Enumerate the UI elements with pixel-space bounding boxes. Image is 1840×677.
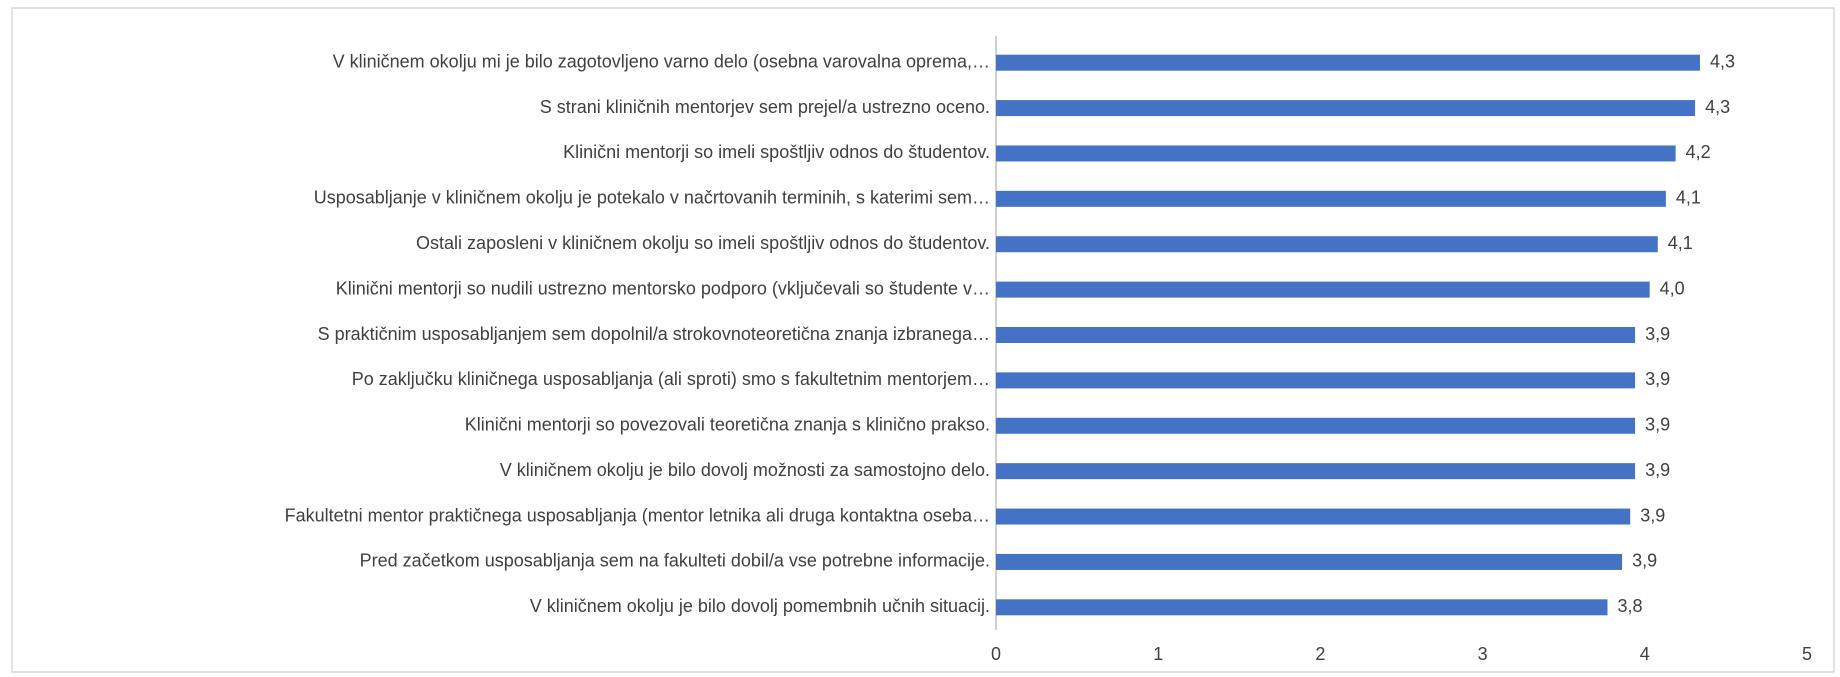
bar [996,145,1676,162]
y-tick-label: V kliničnem okolju je bilo dovolj možnos… [500,460,990,480]
data-label: 3,8 [1617,596,1642,616]
bar [996,100,1696,117]
data-label: 4,1 [1668,233,1693,253]
y-tick-label: Pred začetkom usposabljanja sem na fakul… [360,551,990,571]
chart-frame [11,7,1835,673]
y-tick-label: S strani kliničnih mentorjev sem prejel/… [540,97,990,117]
y-tick-label: S praktičnim usposabljanjem sem dopolnil… [318,324,990,344]
data-label: 4,3 [1705,97,1730,117]
bar [996,54,1700,71]
y-tick-label: Klinični mentorji so povezovali teoretič… [465,415,990,435]
bar [996,190,1666,207]
y-tick-label: V kliničnem okolju mi je bilo zagotovlje… [333,51,990,71]
data-label: 3,9 [1632,551,1657,571]
y-tick-label: Ostali zaposleni v kliničnem okolju so i… [416,233,990,253]
bar [996,508,1631,525]
y-tick-label: Po zaključku kliničnega usposabljanja (a… [352,369,990,389]
data-label: 3,9 [1645,460,1670,480]
y-tick-label: V kliničnem okolju je bilo dovolj pomemb… [530,596,990,616]
x-tick-label: 0 [991,644,1001,664]
bar [996,236,1658,253]
bar [996,281,1650,298]
data-label: 3,9 [1640,505,1665,525]
bar [996,327,1636,343]
data-label: 4,1 [1676,188,1701,208]
x-tick-label: 5 [1802,644,1812,664]
x-tick-label: 4 [1640,644,1650,664]
data-label: 4,3 [1710,51,1735,71]
y-tick-label: Fakultetni mentor praktičnega usposablja… [285,505,990,525]
y-tick-label: Klinični mentorji so nudili ustrezno men… [336,278,990,298]
x-tick-label: 3 [1478,644,1488,664]
x-tick-label: 1 [1153,644,1163,664]
y-tick-label: Klinični mentorji so imeli spoštljiv odn… [563,142,990,162]
data-label: 4,2 [1686,142,1711,162]
data-label: 3,9 [1645,324,1670,344]
bar [996,463,1636,480]
data-label: 3,9 [1645,369,1670,389]
bar [996,553,1623,570]
x-tick-label: 2 [1315,644,1325,664]
data-label: 4,0 [1660,278,1685,298]
data-label: 3,9 [1645,415,1670,435]
bar [996,599,1608,616]
y-tick-label: Usposabljanje v kliničnem okolju je pote… [314,188,990,208]
bar [996,372,1636,389]
bar [996,417,1636,434]
